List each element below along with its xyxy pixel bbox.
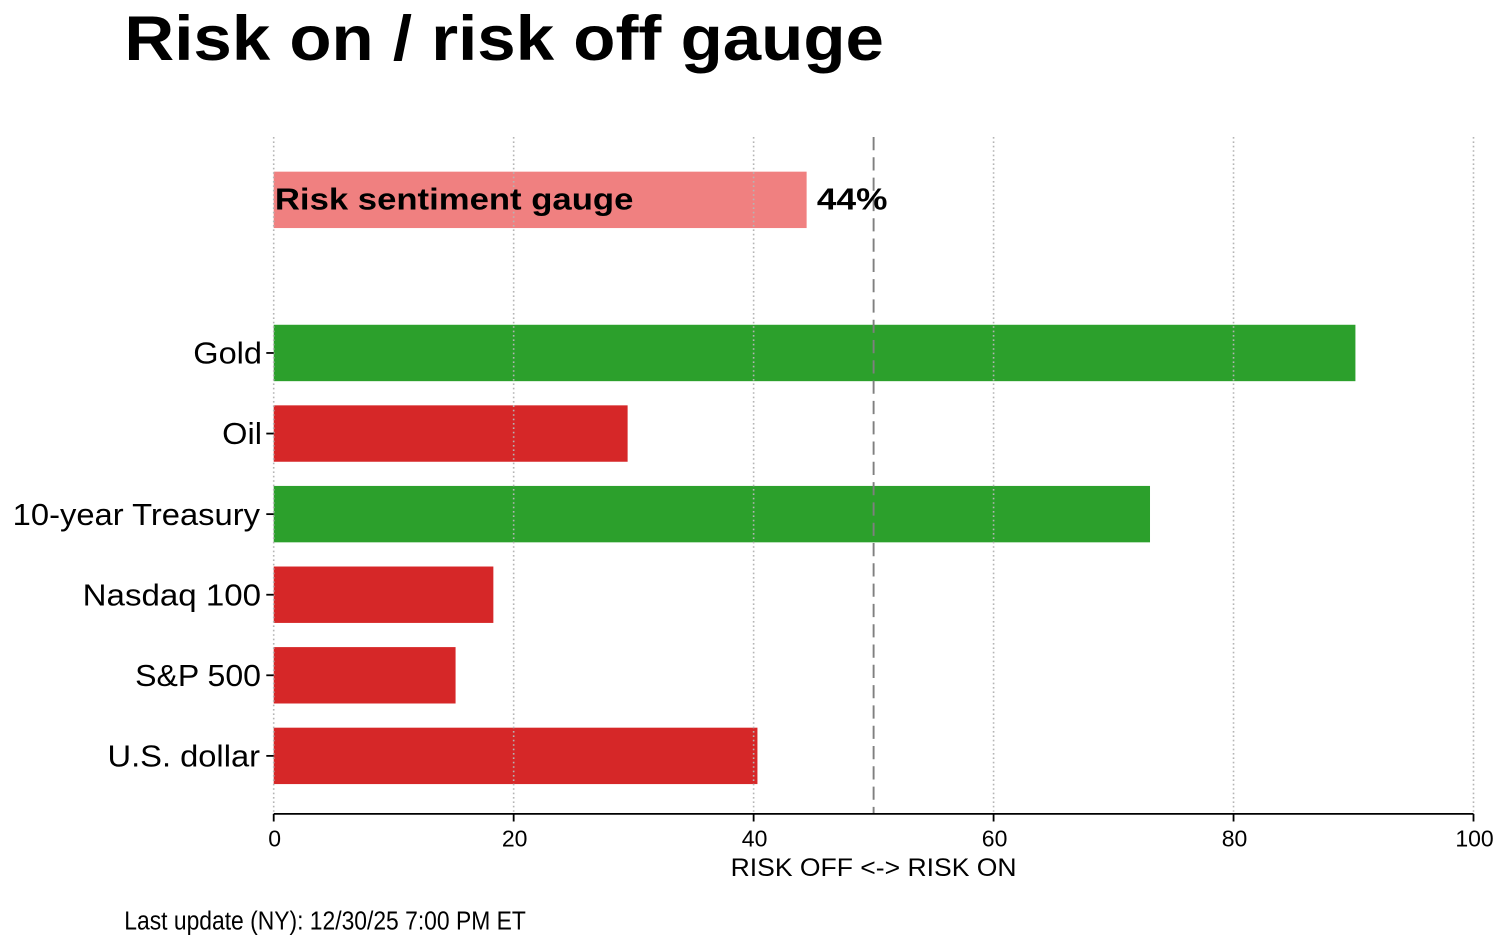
svg-text:44%: 44%: [817, 181, 888, 216]
svg-text:60: 60: [982, 826, 1008, 852]
svg-text:10-year Treasury: 10-year Treasury: [13, 497, 261, 532]
svg-text:Risk sentiment gauge: Risk sentiment gauge: [275, 181, 634, 216]
svg-text:Oil: Oil: [222, 416, 262, 451]
svg-text:Last update (NY): 12/30/25 7:0: Last update (NY): 12/30/25 7:00 PM ET: [124, 908, 526, 936]
svg-text:80: 80: [1222, 826, 1248, 852]
svg-text:0: 0: [268, 826, 281, 852]
svg-text:Nasdaq 100: Nasdaq 100: [83, 577, 261, 612]
svg-text:RISK OFF <-> RISK ON: RISK OFF <-> RISK ON: [731, 855, 1017, 882]
svg-text:20: 20: [502, 826, 528, 852]
svg-text:100: 100: [1455, 826, 1493, 852]
svg-text:40: 40: [742, 826, 768, 852]
svg-text:Gold: Gold: [193, 336, 262, 371]
svg-text:Risk on / risk off gauge: Risk on / risk off gauge: [124, 4, 883, 74]
svg-text:U.S. dollar: U.S. dollar: [108, 739, 261, 774]
svg-text:S&P 500: S&P 500: [135, 658, 261, 693]
